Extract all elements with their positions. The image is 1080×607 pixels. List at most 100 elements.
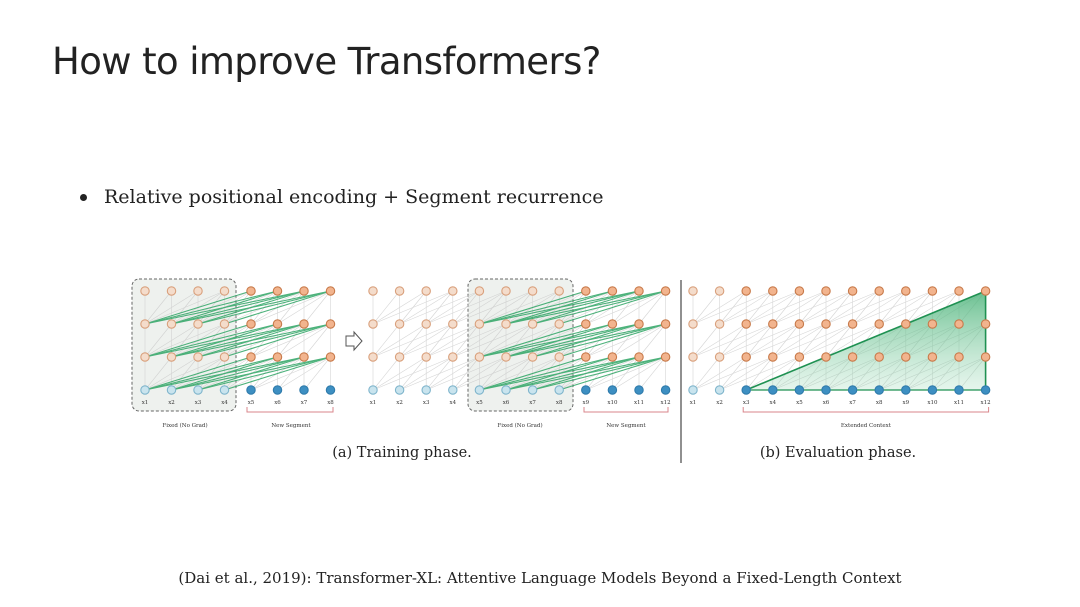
attention-edge xyxy=(399,323,453,358)
recurrence-edge xyxy=(144,356,278,391)
attention-edge xyxy=(852,290,906,325)
recurrence-edges xyxy=(144,290,331,391)
hidden-node xyxy=(140,286,150,296)
token-label: x6 xyxy=(503,400,510,406)
hidden-node xyxy=(607,352,618,362)
input-node xyxy=(474,385,485,395)
attention-edge xyxy=(612,356,666,391)
attention-edge xyxy=(479,323,560,358)
token-label: x7 xyxy=(529,400,536,406)
hidden-node xyxy=(246,352,256,362)
attention-edge xyxy=(372,356,400,391)
input-node xyxy=(193,385,203,395)
attention-edge xyxy=(852,290,933,325)
input-node xyxy=(421,385,431,395)
hidden-node xyxy=(980,352,991,362)
hidden-node xyxy=(954,286,964,296)
slide-title: How to improve Transformers? xyxy=(52,40,601,83)
attention-edge xyxy=(825,290,880,325)
attention-edge xyxy=(772,323,853,358)
new-segment-label: New Segment xyxy=(606,423,646,429)
attention-edge xyxy=(612,323,666,358)
attention-edge xyxy=(303,290,331,325)
attention-edge xyxy=(692,356,720,391)
attention-edge xyxy=(692,290,747,325)
hidden-node xyxy=(421,352,431,362)
attention-edge xyxy=(426,290,480,325)
attention-edge xyxy=(746,356,800,391)
attention-edge xyxy=(399,323,480,358)
attention-edge xyxy=(399,290,480,325)
attention-edge xyxy=(638,323,666,358)
recurrence-edge xyxy=(144,356,252,391)
attention-edge xyxy=(746,290,800,325)
attention-edge xyxy=(452,323,507,358)
hidden-node xyxy=(501,352,511,362)
recurrence-edge xyxy=(479,290,613,325)
hidden-node xyxy=(272,319,283,329)
hidden-node xyxy=(272,352,283,362)
input-node xyxy=(741,385,751,395)
attention-edge xyxy=(692,323,720,358)
input-node xyxy=(272,385,283,395)
attention-edge xyxy=(479,356,560,391)
attention-edge xyxy=(772,290,853,325)
hidden-node xyxy=(688,286,698,296)
bullet-item: Relative positional encoding + Segment r… xyxy=(80,186,603,208)
attention-edge xyxy=(250,356,331,391)
input-node xyxy=(368,385,378,395)
attention-edge xyxy=(772,290,827,325)
hidden-node xyxy=(660,352,671,362)
attention-edge xyxy=(277,323,331,358)
recurrence-edge xyxy=(532,356,666,391)
recurrence-edge xyxy=(505,323,640,358)
recurrence-edge xyxy=(197,323,305,358)
attention-edge xyxy=(144,290,172,325)
token-label: x6 xyxy=(274,400,281,406)
hidden-node xyxy=(394,319,405,329)
token-label: x12 xyxy=(661,400,671,406)
hidden-node xyxy=(660,286,671,296)
recurrence-edge xyxy=(505,290,640,325)
hidden-node xyxy=(219,319,230,329)
hidden-node xyxy=(901,352,911,362)
token-label: x1 xyxy=(370,400,377,406)
input-node xyxy=(246,385,256,395)
token-label: x3 xyxy=(195,400,202,406)
attention-edge xyxy=(303,323,331,358)
attention-edge xyxy=(719,356,773,391)
hidden-node xyxy=(299,286,309,296)
attention-edge xyxy=(144,323,172,358)
attention-edge xyxy=(719,323,773,358)
input-node xyxy=(901,385,911,395)
token-label: x9 xyxy=(902,400,909,406)
hidden-node xyxy=(821,319,831,329)
attention-edge xyxy=(879,290,960,325)
hidden-node xyxy=(847,319,858,329)
attention-edge xyxy=(638,356,666,391)
attention-edge xyxy=(746,323,827,358)
input-node xyxy=(394,385,405,395)
attention-edge xyxy=(452,290,507,325)
hidden-node xyxy=(474,286,485,296)
hidden-node xyxy=(193,286,203,296)
attention-edge xyxy=(144,290,199,325)
hidden-node xyxy=(299,352,309,362)
attention-edge xyxy=(144,323,225,358)
recurrence-edges xyxy=(479,290,666,391)
hidden-node xyxy=(874,352,884,362)
attention-edge xyxy=(692,290,773,325)
citation: (Dai et al., 2019): Transformer-XL: Atte… xyxy=(178,569,902,587)
token-label: x1 xyxy=(690,400,697,406)
attention-edge xyxy=(452,356,533,391)
input-node xyxy=(581,385,591,395)
token-label: x4 xyxy=(769,400,776,406)
token-label: x2 xyxy=(168,400,175,406)
hidden-node xyxy=(980,286,991,296)
token-label: x10 xyxy=(607,400,618,406)
token-label: x3 xyxy=(743,400,750,406)
hidden-node xyxy=(688,319,698,329)
attention-edge xyxy=(144,323,199,358)
input-node xyxy=(554,385,564,395)
attention-edge xyxy=(799,290,880,325)
